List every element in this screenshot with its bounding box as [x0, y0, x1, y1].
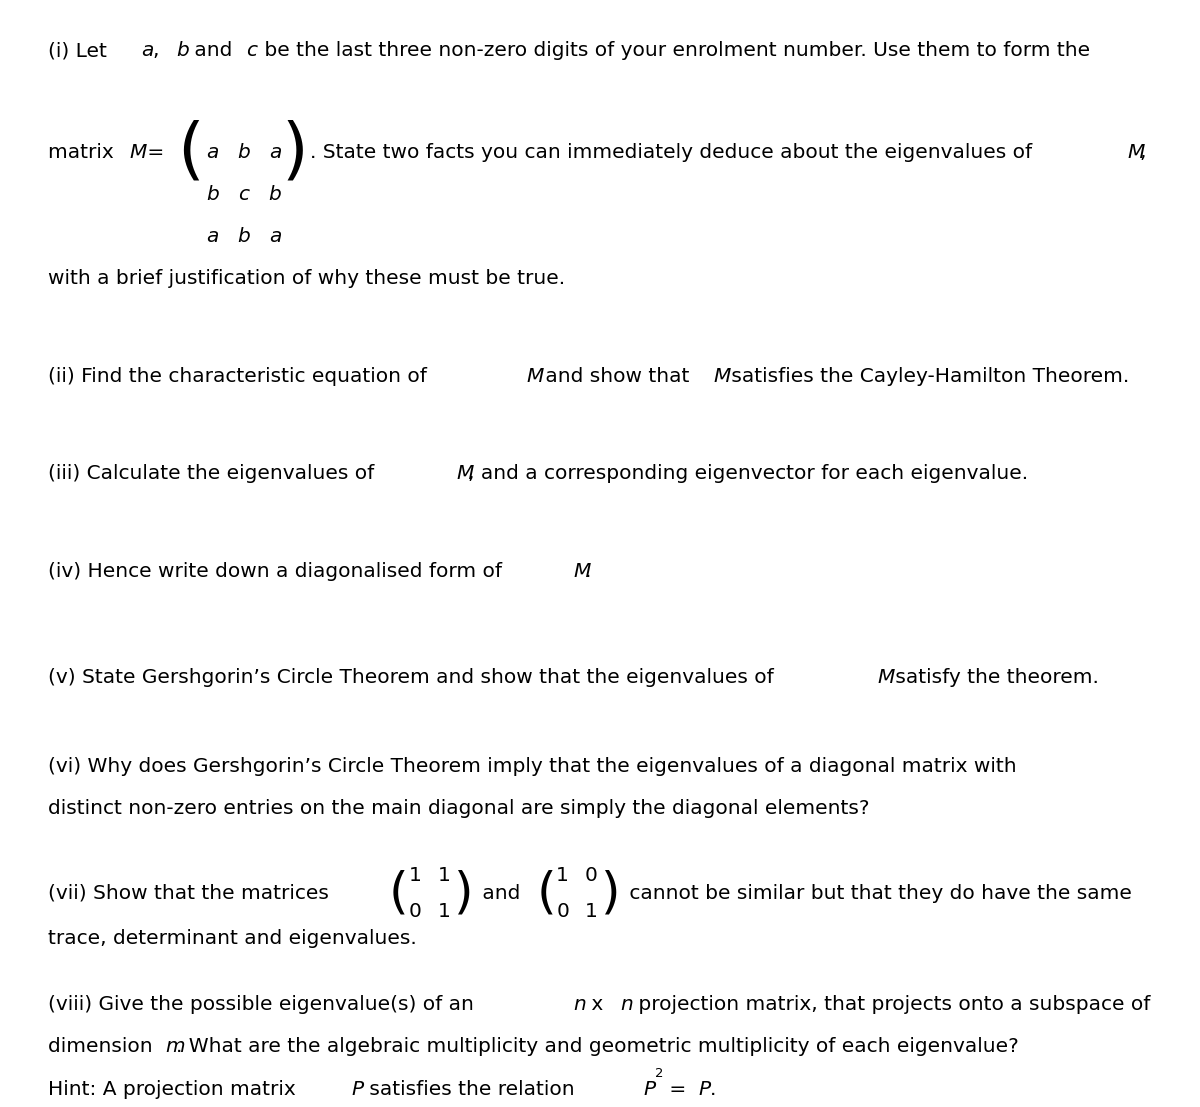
Text: ): )	[454, 869, 473, 918]
Text: (v) State Gershgorin’s Circle Theorem and show that the eigenvalues of: (v) State Gershgorin’s Circle Theorem an…	[48, 668, 780, 687]
Text: 1: 1	[409, 866, 422, 884]
Text: . State two facts you can immediately deduce about the eigenvalues of: . State two facts you can immediately de…	[310, 143, 1038, 163]
Text: and: and	[475, 883, 527, 903]
Text: M: M	[130, 143, 148, 163]
Text: (vii) Show that the matrices: (vii) Show that the matrices	[48, 883, 335, 903]
Text: ,: ,	[154, 41, 166, 61]
Text: M: M	[714, 366, 731, 386]
Text: x: x	[586, 994, 610, 1014]
Text: c: c	[246, 41, 258, 61]
Text: trace, determinant and eigenvalues.: trace, determinant and eigenvalues.	[48, 929, 416, 949]
Text: (viii) Give the possible eigenvalue(s) of an: (viii) Give the possible eigenvalue(s) o…	[48, 994, 480, 1014]
Text: satisfies the Cayley-Hamilton Theorem.: satisfies the Cayley-Hamilton Theorem.	[726, 366, 1129, 386]
Text: M: M	[574, 561, 590, 581]
Text: . What are the algebraic multiplicity and geometric multiplicity of each eigenva: . What are the algebraic multiplicity an…	[176, 1036, 1019, 1056]
Text: 0: 0	[586, 866, 598, 884]
Text: (: (	[178, 120, 204, 186]
Text: M: M	[877, 668, 895, 687]
Text: (i) Let: (i) Let	[48, 41, 113, 61]
Text: (ii) Find the characteristic equation of: (ii) Find the characteristic equation of	[48, 366, 433, 386]
Text: .: .	[586, 561, 592, 581]
Text: dimension: dimension	[48, 1036, 158, 1056]
Text: ): )	[282, 120, 308, 186]
Text: n: n	[620, 994, 634, 1014]
Text: matrix: matrix	[48, 143, 120, 163]
Text: M: M	[1127, 143, 1145, 163]
Text: 0: 0	[557, 902, 569, 921]
Text: cannot be similar but that they do have the same: cannot be similar but that they do have …	[623, 883, 1132, 903]
Text: 1: 1	[438, 866, 451, 884]
Text: (vi) Why does Gershgorin’s Circle Theorem imply that the eigenvalues of a diagon: (vi) Why does Gershgorin’s Circle Theore…	[48, 756, 1016, 776]
Text: and: and	[188, 41, 239, 61]
Text: 2: 2	[655, 1067, 664, 1080]
Text: b: b	[238, 227, 250, 247]
Text: P: P	[698, 1079, 710, 1099]
Text: (: (	[536, 869, 556, 918]
Text: b: b	[176, 41, 190, 61]
Text: a: a	[206, 227, 218, 247]
Text: a: a	[206, 143, 218, 163]
Text: and show that: and show that	[539, 366, 695, 386]
Text: , and a corresponding eigenvector for each eigenvalue.: , and a corresponding eigenvector for ea…	[468, 464, 1028, 484]
Text: b: b	[269, 185, 281, 205]
Text: P: P	[643, 1079, 656, 1099]
Text: Hint: A projection matrix: Hint: A projection matrix	[48, 1079, 302, 1099]
Text: (: (	[389, 869, 408, 918]
Text: be the last three non-zero digits of your enrolment number. Use them to form the: be the last three non-zero digits of you…	[258, 41, 1091, 61]
Text: 0: 0	[409, 902, 422, 921]
Text: P: P	[352, 1079, 364, 1099]
Text: (iv) Hence write down a diagonalised form of: (iv) Hence write down a diagonalised for…	[48, 561, 509, 581]
Text: a: a	[269, 227, 281, 247]
Text: n: n	[574, 994, 587, 1014]
Text: =: =	[142, 143, 172, 163]
Text: distinct non-zero entries on the main diagonal are simply the diagonal elements?: distinct non-zero entries on the main di…	[48, 798, 870, 818]
Text: satisfies the relation: satisfies the relation	[364, 1079, 581, 1099]
Text: b: b	[238, 143, 250, 163]
Text: (iii) Calculate the eigenvalues of: (iii) Calculate the eigenvalues of	[48, 464, 380, 484]
Text: 1: 1	[557, 866, 569, 884]
Text: M: M	[457, 464, 474, 484]
Text: with a brief justification of why these must be true.: with a brief justification of why these …	[48, 269, 565, 289]
Text: a: a	[142, 41, 154, 61]
Text: ,: ,	[1139, 143, 1146, 163]
Text: 1: 1	[438, 902, 451, 921]
Text: c: c	[238, 185, 250, 205]
Text: projection matrix, that projects onto a subspace of: projection matrix, that projects onto a …	[632, 994, 1151, 1014]
Text: a: a	[269, 143, 281, 163]
Text: m: m	[164, 1036, 185, 1056]
Text: =: =	[662, 1079, 692, 1099]
Text: b: b	[206, 185, 218, 205]
Text: 1: 1	[586, 902, 598, 921]
Text: ): )	[601, 869, 620, 918]
Text: .: .	[709, 1079, 716, 1099]
Text: satisfy the theorem.: satisfy the theorem.	[889, 668, 1099, 687]
Text: M: M	[527, 366, 545, 386]
